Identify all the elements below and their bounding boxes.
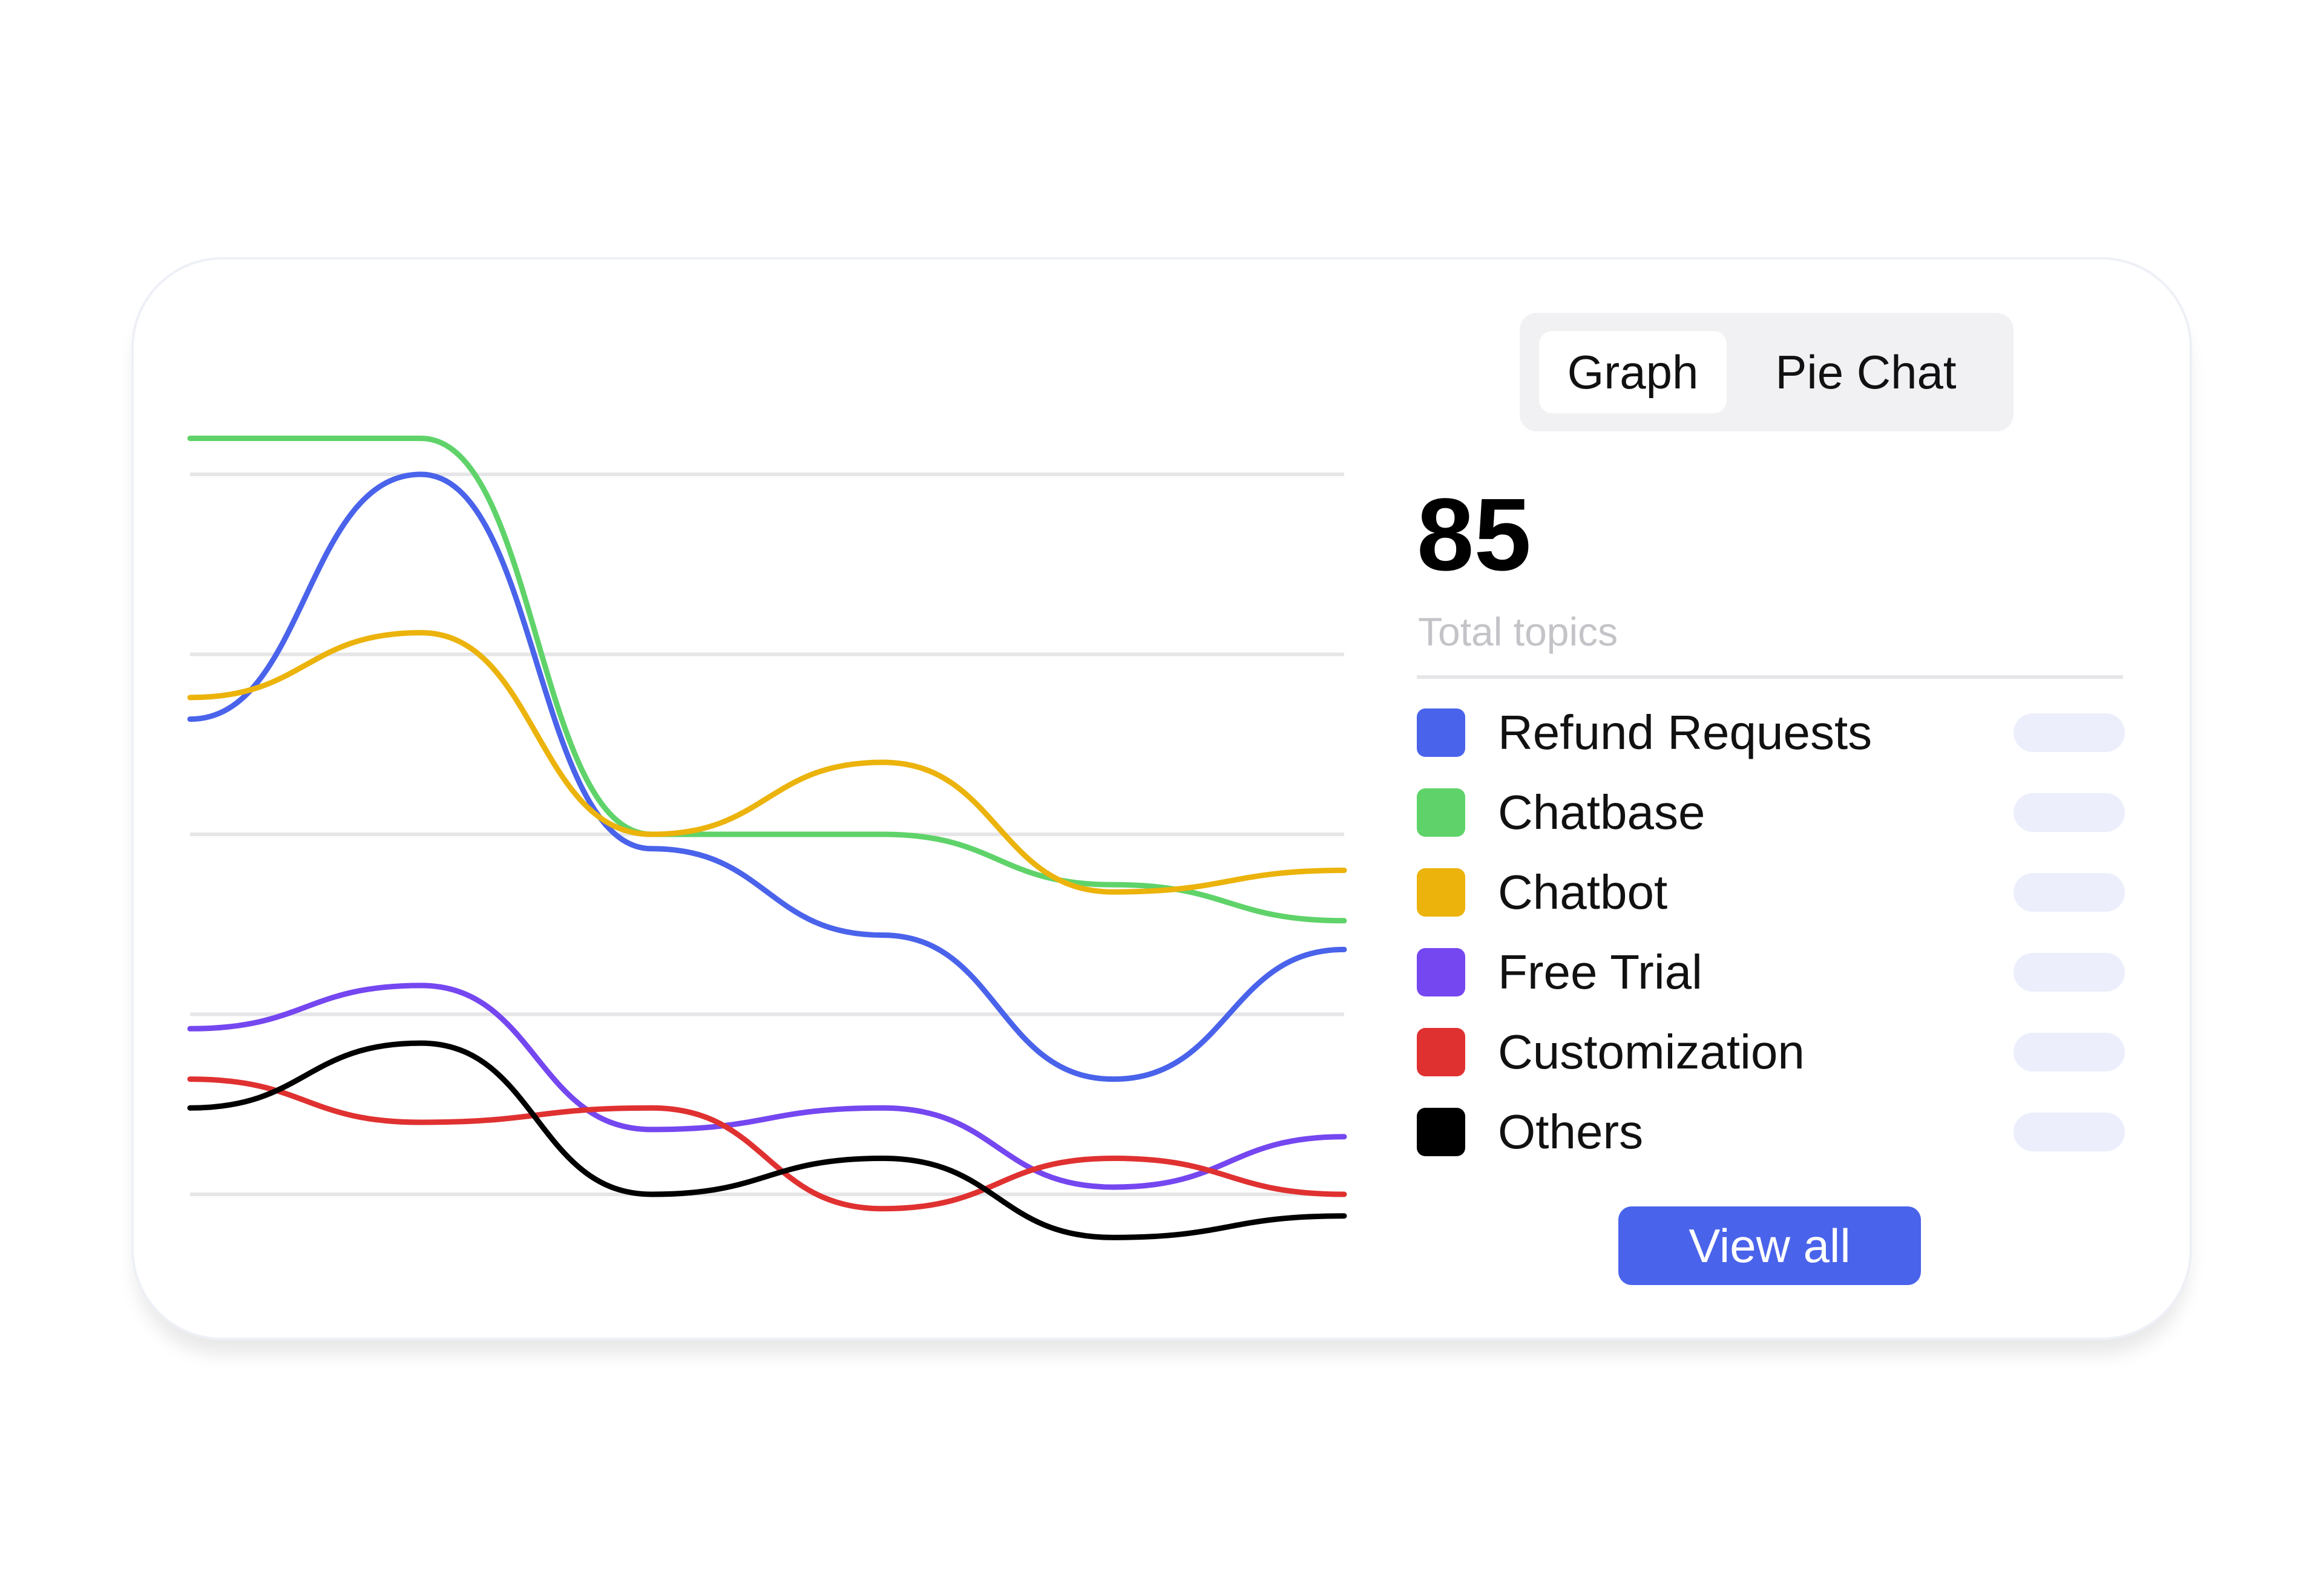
- tab-pie-chat[interactable]: Pie Chat: [1775, 345, 1957, 399]
- legend-label: Others: [1498, 1105, 1644, 1159]
- legend-value-placeholder: [2014, 713, 2125, 752]
- total-topics-value: 85: [1417, 477, 1532, 592]
- legend-label: Customization: [1498, 1025, 1805, 1079]
- tab-graph[interactable]: Graph: [1539, 331, 1727, 413]
- total-topics-label: Total topics: [1418, 609, 1618, 654]
- legend-item-others[interactable]: Others: [1417, 1105, 2125, 1159]
- legend-swatch: [1417, 1028, 1465, 1076]
- legend-item-free-trial[interactable]: Free Trial: [1417, 945, 2125, 999]
- legend-swatch: [1417, 948, 1465, 996]
- view-toggle: Graph Pie Chat: [1520, 313, 2014, 431]
- legend-item-customization[interactable]: Customization: [1417, 1025, 2125, 1079]
- series-line-others: [187, 1040, 1347, 1240]
- legend-label: Chatbot: [1498, 865, 1668, 919]
- view-all-button[interactable]: View all: [1618, 1206, 1921, 1285]
- legend-item-refund-requests[interactable]: Refund Requests: [1417, 705, 2125, 760]
- legend-swatch: [1417, 868, 1465, 917]
- legend-item-chatbot[interactable]: Chatbot: [1417, 865, 2125, 920]
- legend-value-placeholder: [2014, 953, 2125, 992]
- series-line-refund-requests: [187, 471, 1347, 1082]
- legend-swatch: [1417, 788, 1465, 837]
- divider: [1417, 675, 2123, 679]
- legend-value-placeholder: [2014, 793, 2125, 832]
- legend-item-chatbase[interactable]: Chatbase: [1417, 785, 2125, 840]
- legend-label: Free Trial: [1498, 945, 1702, 999]
- legend-swatch: [1417, 708, 1465, 757]
- series-line-customization: [187, 1076, 1347, 1212]
- legend-label: Chatbase: [1498, 785, 1705, 839]
- series-line-free-trial: [187, 983, 1347, 1190]
- legend-label: Refund Requests: [1498, 705, 1873, 759]
- topics-card: Graph Pie Chat 85 Total topics Refund Re…: [131, 257, 2192, 1340]
- legend-value-placeholder: [2014, 873, 2125, 912]
- legend-value-placeholder: [2014, 1113, 2125, 1151]
- legend-value-placeholder: [2014, 1033, 2125, 1071]
- series-line-chatbot: [187, 630, 1347, 895]
- chart-series: [187, 435, 1347, 1240]
- line-chart: [187, 435, 1347, 1240]
- legend-swatch: [1417, 1108, 1465, 1156]
- series-line-chatbase: [187, 435, 1347, 924]
